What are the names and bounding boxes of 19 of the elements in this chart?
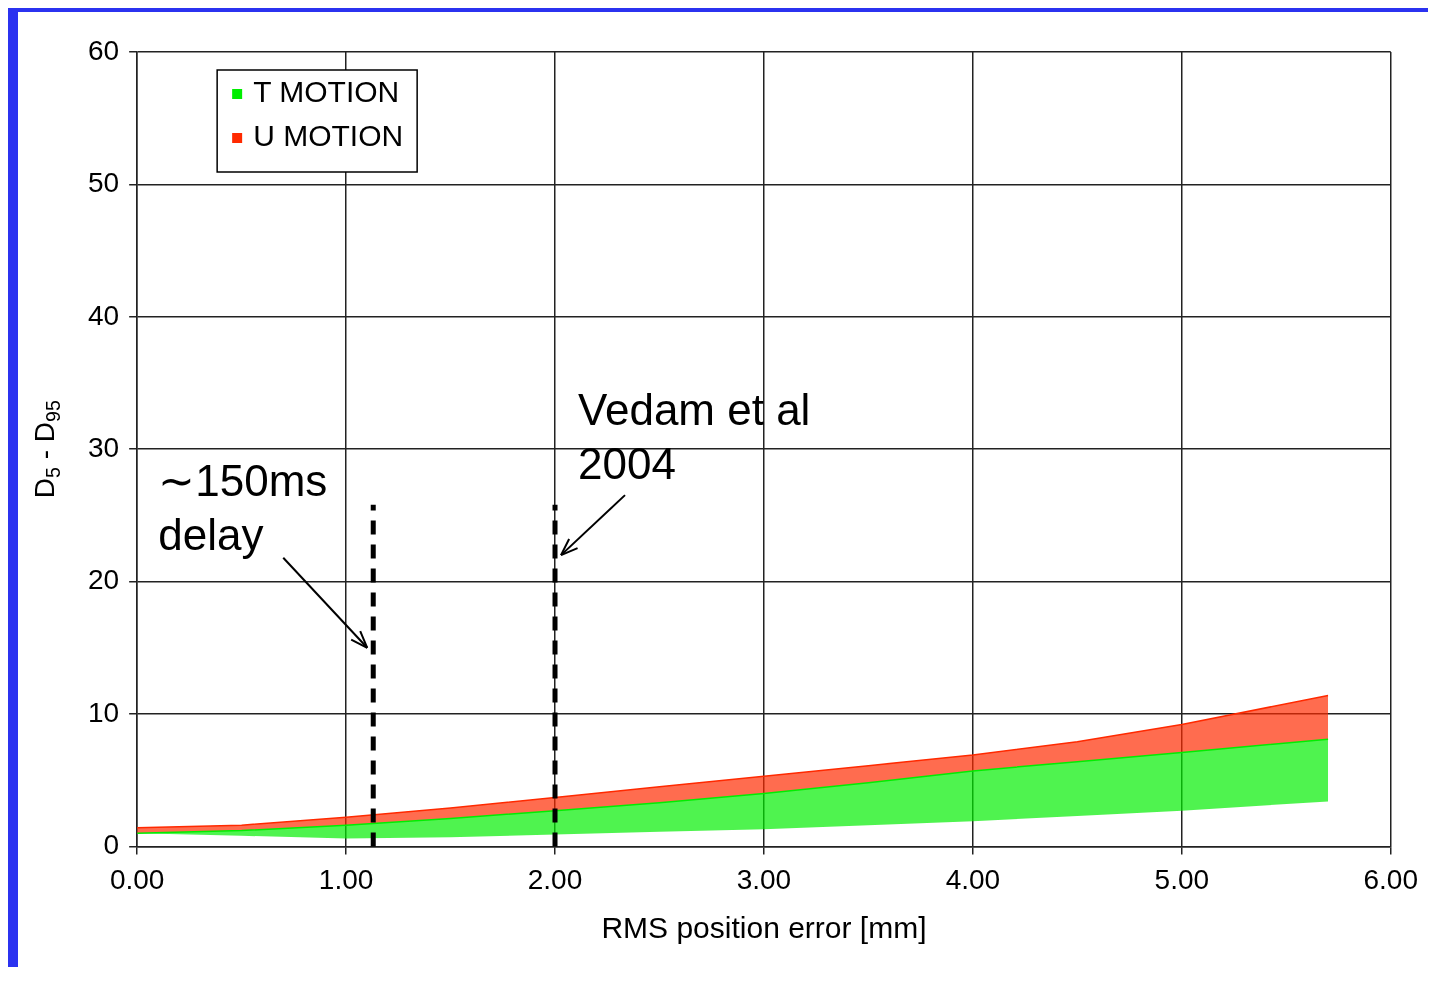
y-tick-label: 50 (87, 167, 120, 199)
y-tick-label: 60 (87, 34, 120, 66)
y-tick-label: 0 (103, 829, 120, 861)
annotation: ∼150ms delay (158, 455, 328, 559)
x-tick-label: 6.00 (1363, 863, 1418, 895)
x-tick-label: 5.00 (1154, 863, 1210, 895)
x-tick-label: 2.00 (527, 863, 583, 895)
x-tick-label: 3.00 (736, 863, 792, 895)
y-axis-title: D5 - D95 (28, 400, 64, 499)
legend-label: T MOTION (253, 75, 400, 109)
y-tick-label: 20 (87, 564, 120, 596)
x-axis-title: RMS position error [mm] (601, 911, 927, 945)
y-tick-label: 10 (87, 696, 120, 728)
y-tick-label: 40 (87, 299, 120, 331)
y-tick-label: 30 (87, 431, 120, 463)
x-tick-label: 4.00 (945, 863, 1001, 895)
x-tick-label: 1.00 (318, 863, 374, 895)
x-tick-label: 0.00 (109, 863, 165, 895)
legend-label: U MOTION (253, 119, 404, 153)
